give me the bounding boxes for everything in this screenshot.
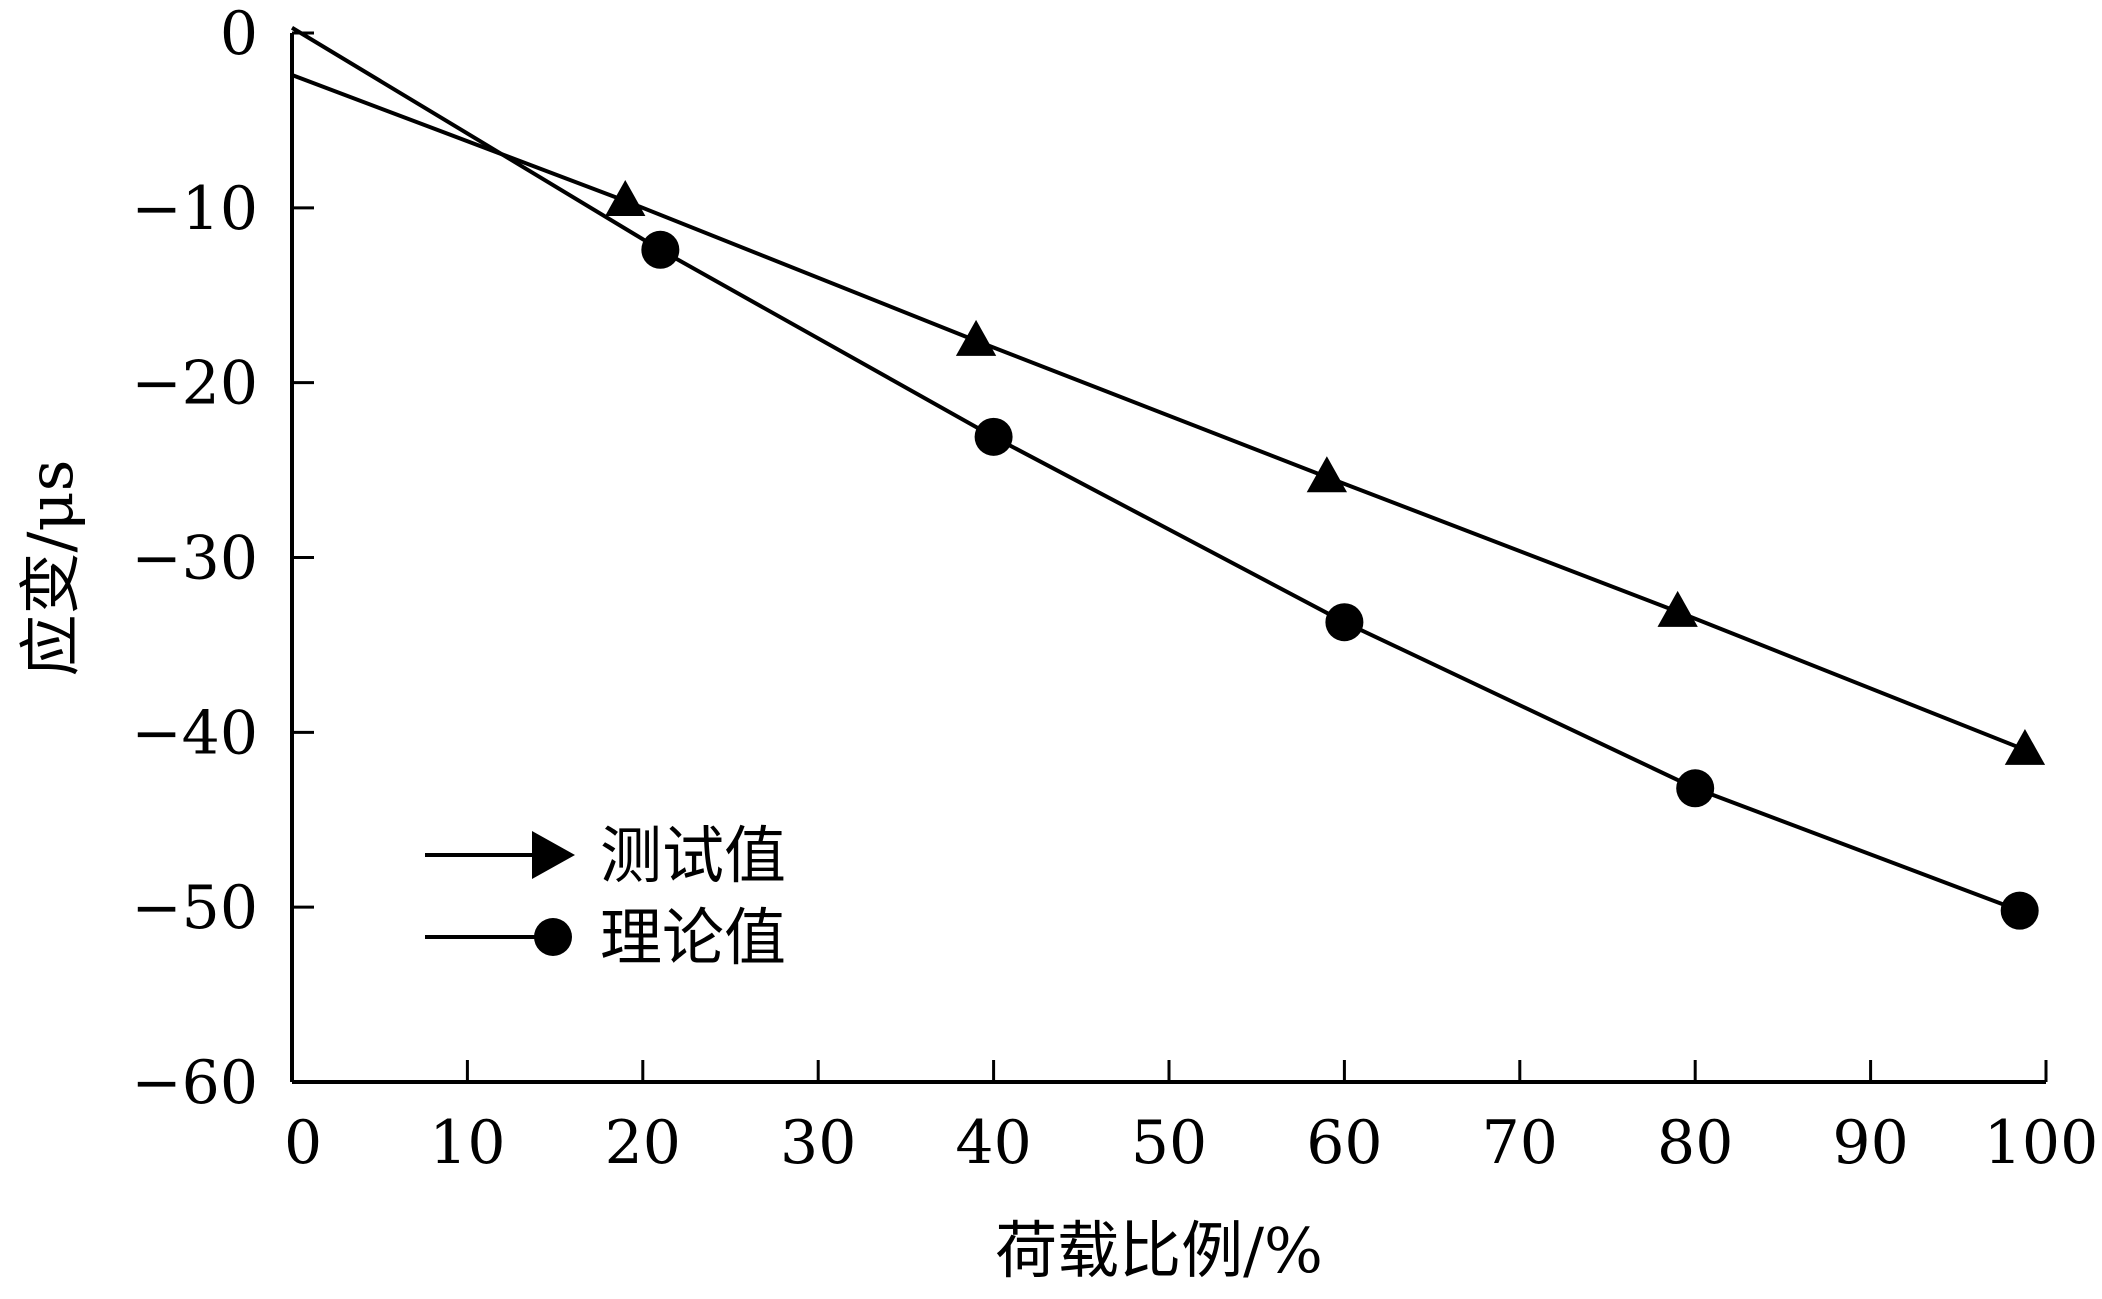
- series-line: [290, 26, 2021, 913]
- x-tick-label: 50: [1131, 1108, 1207, 1178]
- y-tick-label: 0: [220, 0, 258, 69]
- legend-label: 测试值: [600, 819, 786, 892]
- y-ticks: 0 −10 −20 −30 −40 −50 −60: [131, 0, 314, 1118]
- triangle-point: [1306, 456, 1348, 493]
- y-tick-label: −50: [131, 873, 258, 943]
- x-ticks: 0 10 20 30 40 50 60 70 80 90 100: [284, 1060, 2098, 1178]
- triangle-point: [605, 180, 646, 216]
- legend-circle-marker: [534, 918, 572, 956]
- x-tick-label: 90: [1832, 1108, 1908, 1178]
- triangle-point: [1657, 590, 1698, 627]
- x-tick-label: 30: [780, 1108, 856, 1178]
- series-layer: [290, 26, 2046, 930]
- y-tick-label: −40: [131, 698, 258, 768]
- x-tick-label: 10: [429, 1108, 505, 1178]
- y-tick-label: −30: [131, 524, 258, 594]
- triangle-point: [2004, 728, 2046, 765]
- x-tick-label: 40: [955, 1108, 1031, 1178]
- legend-item-1: 测试值: [425, 819, 786, 892]
- series-1: [291, 73, 2046, 765]
- x-axis-title: 荷载比例/%: [995, 1214, 1323, 1287]
- series-2: [290, 26, 2039, 930]
- circle-point: [2000, 891, 2039, 930]
- x-tick-label: 80: [1657, 1108, 1733, 1178]
- legend-label: 理论值: [600, 901, 786, 974]
- x-tick-label: 60: [1306, 1108, 1382, 1178]
- circle-point: [641, 230, 680, 269]
- y-axis-title: 应变/μs: [14, 459, 87, 676]
- circle-point: [1325, 603, 1364, 642]
- circle-point: [974, 417, 1013, 456]
- x-tick-label: 70: [1482, 1108, 1558, 1178]
- x-tick-label: 100: [1984, 1108, 2099, 1178]
- y-tick-label: −10: [131, 174, 258, 244]
- y-tick-label: −60: [131, 1048, 258, 1118]
- legend-triangle-marker: [532, 831, 575, 879]
- circle-point: [1676, 769, 1715, 808]
- y-tick-label: −20: [131, 349, 258, 419]
- triangle-point: [955, 319, 997, 356]
- legend-item-2: 理论值: [425, 901, 786, 974]
- x-tick-label: 0: [284, 1108, 322, 1178]
- x-tick-label: 20: [605, 1108, 681, 1178]
- series-line: [291, 73, 2026, 752]
